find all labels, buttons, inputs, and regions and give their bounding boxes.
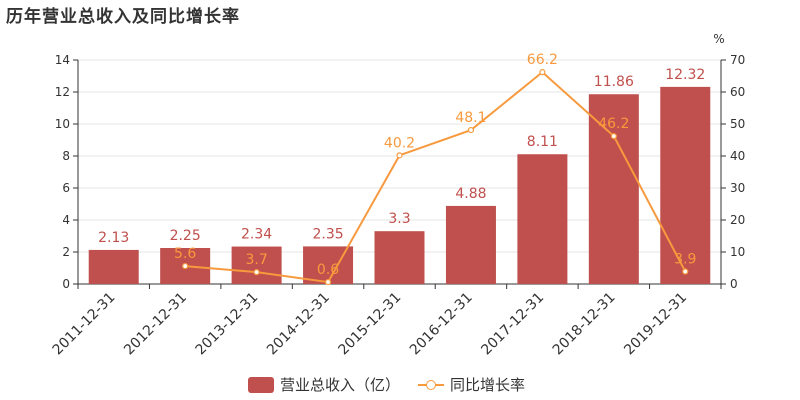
bar-label-6: 8.11 — [527, 134, 558, 150]
bar-label-4: 3.3 — [388, 211, 410, 227]
legend-item-growth[interactable]: 同比增长率 — [418, 374, 525, 395]
bar-label-2: 2.34 — [241, 227, 272, 243]
growth-label-1: 5.6 — [174, 246, 196, 262]
growth-label-8: 3.9 — [674, 252, 696, 268]
growth-point-5 — [467, 126, 475, 134]
bar-label-8: 12.32 — [665, 67, 705, 83]
y-left-tick-label-5: 10 — [55, 117, 70, 131]
legend: 营业总收入（亿） 同比增长率 — [248, 374, 543, 395]
growth-point-2 — [253, 269, 260, 276]
y-right-tick-label-5: 50 — [730, 117, 745, 131]
bar-4 — [374, 231, 425, 284]
legend-label-revenue: 营业总收入（亿） — [280, 376, 401, 394]
y-left-tick-label-7: 14 — [55, 53, 70, 67]
bar-2 — [231, 246, 282, 284]
y-right-tick-label-3: 30 — [730, 181, 745, 195]
growth-point-8 — [682, 268, 689, 275]
x-tick-label-3: 2014-12-31 — [264, 290, 333, 359]
legend-item-revenue[interactable]: 营业总收入（亿） — [248, 374, 400, 395]
x-tick-label-0: 2011-12-31 — [50, 290, 119, 359]
bar-label-1: 2.25 — [170, 228, 201, 244]
bar-7 — [588, 94, 639, 285]
bar-5 — [445, 205, 496, 284]
bar-label-7: 11.86 — [594, 74, 634, 90]
bar-label-0: 2.13 — [98, 230, 129, 246]
growth-point-7 — [610, 133, 617, 140]
x-tick-label-5: 2016-12-31 — [407, 290, 476, 359]
x-tick-label-1: 2012-12-31 — [121, 290, 190, 359]
legend-dot-icon — [426, 379, 437, 390]
x-tick-label-2: 2013-12-31 — [193, 290, 262, 359]
bar-8 — [660, 86, 711, 284]
x-tick-label-6: 2017-12-31 — [478, 290, 547, 359]
legend-line-swatch — [418, 377, 445, 393]
y-left-tick-label-0: 0 — [62, 277, 70, 291]
bar-label-3: 2.35 — [312, 226, 343, 242]
growth-label-5: 48.1 — [455, 110, 486, 126]
bar-label-5: 4.88 — [455, 186, 486, 202]
x-tick-label-7: 2018-12-31 — [550, 290, 619, 359]
y-left-tick-label-2: 4 — [62, 213, 70, 227]
y-right-tick-label-1: 10 — [730, 245, 745, 259]
x-tick-label-4: 2015-12-31 — [335, 290, 404, 359]
growth-point-1 — [182, 262, 189, 270]
y-right-tick-label-6: 60 — [730, 85, 745, 99]
y-right-tick-label-4: 40 — [730, 149, 745, 163]
y-right-tick-label-2: 20 — [730, 213, 745, 227]
y-left-tick-label-6: 12 — [55, 85, 70, 99]
legend-label-growth: 同比增长率 — [450, 376, 526, 394]
growth-line — [185, 70, 687, 284]
x-tick-label-8: 2019-12-31 — [621, 290, 690, 359]
growth-label-6: 66.2 — [527, 52, 558, 68]
y-right-tick-label-0: 0 — [730, 277, 738, 291]
growth-label-4: 40.2 — [384, 135, 415, 151]
y-left-tick-label-4: 8 — [62, 149, 70, 163]
y-left-tick-label-1: 2 — [62, 245, 70, 259]
growth-label-3: 0.6 — [317, 262, 339, 278]
bar-6 — [517, 154, 568, 284]
growth-point-4 — [396, 152, 403, 159]
bar-0 — [88, 249, 139, 284]
y-right-tick-label-7: 70 — [730, 53, 745, 67]
y-right-unit: % — [713, 32, 724, 46]
chart-title: 历年营业总收入及同比增长率 — [6, 7, 240, 27]
growth-label-7: 46.2 — [598, 116, 629, 132]
growth-label-2: 3.7 — [245, 252, 267, 268]
growth-point-3 — [324, 278, 332, 286]
y-left-tick-label-3: 6 — [62, 181, 70, 195]
legend-bar-swatch — [248, 376, 274, 393]
growth-point-6 — [539, 69, 546, 76]
